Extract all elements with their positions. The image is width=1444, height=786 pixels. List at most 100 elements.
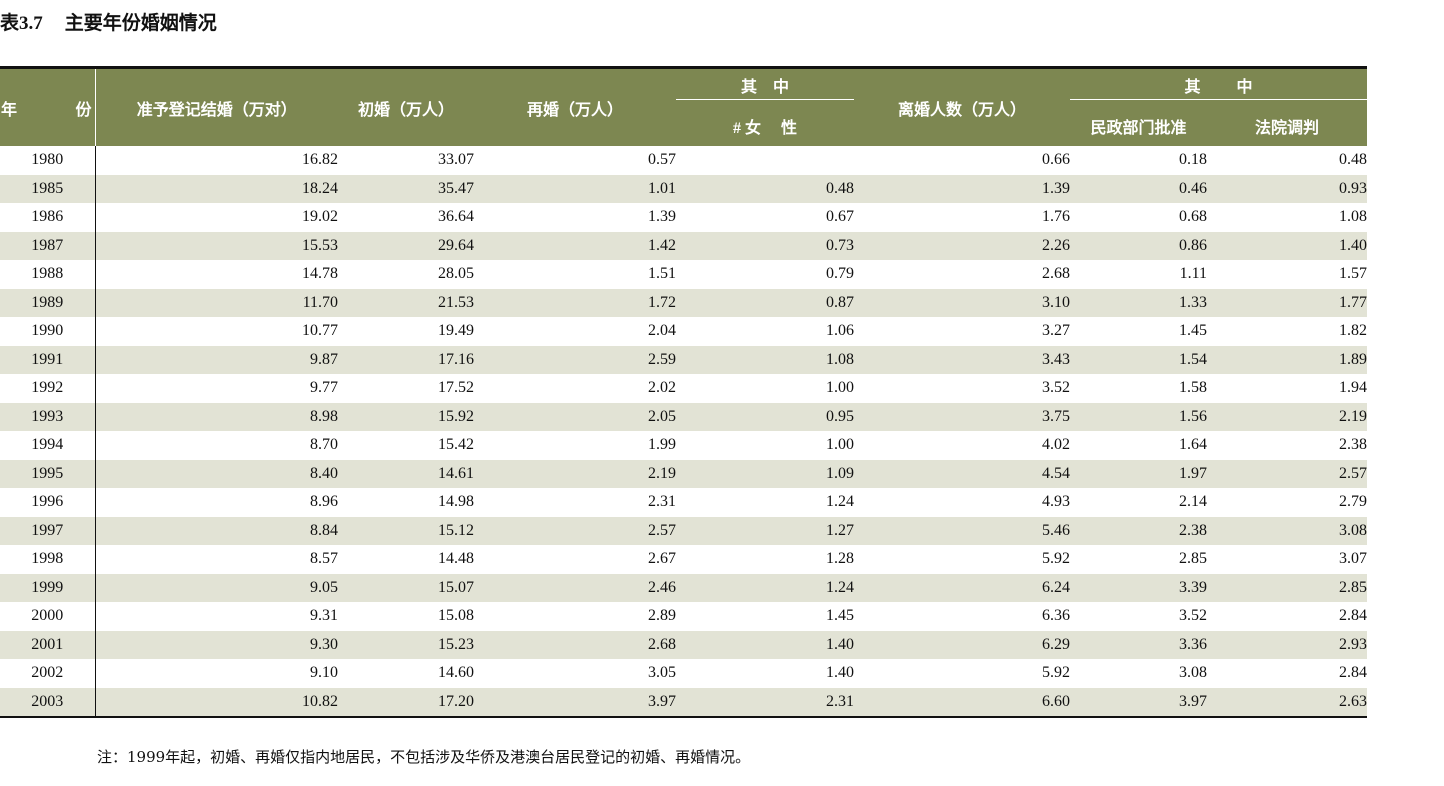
value-cell: 3.05 (648, 664, 676, 682)
value-cell: 9.10 (310, 664, 338, 682)
value-cell: 1.08 (676, 345, 854, 374)
value-cell: 6.36 (1042, 607, 1070, 625)
value-cell: 15.23 (338, 630, 474, 659)
value-cell: 2.05 (474, 402, 676, 431)
value-cell: 3.52 (1042, 379, 1070, 397)
year-cell: 1997 (0, 516, 96, 545)
value-cell: 6.24 (854, 573, 1070, 602)
value-cell: 16.82 (302, 151, 338, 169)
value-cell: 0.95 (676, 402, 854, 431)
value-cell: 0.87 (676, 288, 854, 317)
value-cell: 1.97 (1070, 459, 1207, 488)
value-cell: 33.07 (438, 151, 474, 169)
value-cell: 3.36 (1070, 630, 1207, 659)
table-row: 1999 9.05 15.07 2.46 1.24 6.24 3.39 2.85 (0, 573, 1368, 602)
value-cell: 3.97 (1070, 687, 1207, 718)
value-cell: 1.08 (1339, 208, 1368, 226)
value-cell: 1.77 (1207, 288, 1368, 317)
table-row: 1991 9.87 17.16 2.59 1.08 3.43 1.54 1.89 (0, 345, 1368, 374)
value-cell: 2.46 (474, 573, 676, 602)
table-row: 1998 8.57 14.48 2.67 1.28 5.92 2.85 3.07 (0, 545, 1367, 574)
table-row: 1987 15.53 29.64 1.42 0.73 2.26 0.86 1.40 (0, 231, 1368, 260)
value-cell: 8.96 (310, 493, 338, 511)
value-cell: 2.63 (1207, 687, 1368, 718)
year-cell: 1998 (0, 545, 96, 574)
table-number: 表3.7 (0, 13, 43, 34)
value-cell: 2.57 (1207, 459, 1368, 488)
value-cell: 0.67 (826, 208, 854, 226)
value-cell: 9.87 (95, 345, 338, 374)
value-cell: 1.06 (826, 322, 854, 340)
value-cell: 1.11 (1179, 265, 1207, 283)
value-cell: 5.92 (1042, 664, 1070, 682)
value-cell: 14.78 (302, 265, 338, 283)
year-cell: 1995 (0, 459, 96, 488)
table-title: 表3.7 主要年份婚姻情况 (0, 10, 217, 36)
value-cell: 3.52 (1179, 607, 1207, 625)
value-cell: 1.24 (826, 493, 854, 511)
table-row: 1996 8.96 14.98 2.31 1.24 4.93 2.14 2.79 (0, 488, 1367, 517)
table-row: 1995 8.40 14.61 2.19 1.09 4.54 1.97 2.57 (0, 459, 1368, 488)
value-cell: 2.59 (474, 345, 676, 374)
year-cell: 1986 (0, 203, 96, 232)
value-cell: 17.52 (438, 379, 474, 397)
value-cell: 2.89 (648, 607, 676, 625)
value-cell: 3.10 (854, 288, 1070, 317)
year-cell: 1989 (0, 288, 96, 317)
value-cell: 2.02 (648, 379, 676, 397)
header-divorce: 离婚人数（万人） (854, 67, 1070, 146)
header-text: 年 (1, 101, 18, 119)
value-cell: 3.39 (1070, 573, 1207, 602)
value-cell: 1.94 (1339, 379, 1368, 397)
value-cell: 3.97 (474, 687, 676, 718)
header-remarriage: 再婚（万人） (474, 67, 676, 146)
value-cell: 1.40 (1207, 231, 1368, 260)
table-row: 1997 8.84 15.12 2.57 1.27 5.46 2.38 3.08 (0, 516, 1368, 545)
value-cell: 18.24 (95, 174, 338, 203)
value-cell: 1.72 (474, 288, 676, 317)
value-cell: 21.53 (338, 288, 474, 317)
value-cell: 1.99 (648, 436, 676, 454)
value-cell: 8.57 (310, 550, 338, 568)
year-cell: 1993 (0, 402, 96, 431)
value-cell: 11.70 (95, 288, 338, 317)
value-cell: 9.77 (310, 379, 338, 397)
value-cell: 0.48 (1339, 151, 1368, 169)
value-cell: 1.28 (826, 550, 854, 568)
value-cell: 6.29 (854, 630, 1070, 659)
year-cell: 2001 (0, 630, 96, 659)
table-row: 1985 18.24 35.47 1.01 0.48 1.39 0.46 0.93 (0, 174, 1368, 203)
value-cell: 15.53 (95, 231, 338, 260)
year-cell: 1980 (0, 146, 96, 175)
value-cell: 2.84 (1339, 664, 1368, 682)
value-cell: 15.12 (338, 516, 474, 545)
value-cell: 3.08 (1207, 516, 1368, 545)
value-cell: 2.31 (648, 493, 676, 511)
year-cell: 1994 (0, 431, 96, 460)
value-cell: 36.64 (438, 208, 474, 226)
value-cell: 1.64 (1179, 436, 1207, 454)
value-cell: 14.60 (438, 664, 474, 682)
table-row: 1986 19.02 36.64 1.39 0.67 1.76 0.68 1.08 (0, 203, 1367, 232)
header-civil-affairs: 民政部门批准 (1070, 100, 1207, 146)
value-cell: 15.08 (438, 607, 474, 625)
value-cell: 1.76 (1042, 208, 1070, 226)
value-cell: 2.57 (474, 516, 676, 545)
value-cell: 5.46 (854, 516, 1070, 545)
header-remarriage-group: 其 中 (676, 67, 854, 100)
value-cell: 10.82 (95, 687, 338, 718)
value-cell: 8.98 (95, 402, 338, 431)
value-cell: 35.47 (338, 174, 474, 203)
value-cell: 1.51 (648, 265, 676, 283)
value-cell: 4.54 (854, 459, 1070, 488)
year-cell: 1990 (0, 317, 96, 346)
value-cell: 2.68 (474, 630, 676, 659)
value-cell: 1.45 (826, 607, 854, 625)
year-cell: 2000 (0, 602, 96, 631)
table-header: 年份 准予登记结婚（万对） 初婚（万人） 再婚（万人） 其 中 离婚人数（万人）… (0, 67, 1368, 146)
value-cell: 1.39 (648, 208, 676, 226)
value-cell: 1.24 (676, 573, 854, 602)
table-row: 1993 8.98 15.92 2.05 0.95 3.75 1.56 2.19 (0, 402, 1368, 431)
value-cell: 0.57 (648, 151, 676, 169)
value-cell: 9.05 (95, 573, 338, 602)
